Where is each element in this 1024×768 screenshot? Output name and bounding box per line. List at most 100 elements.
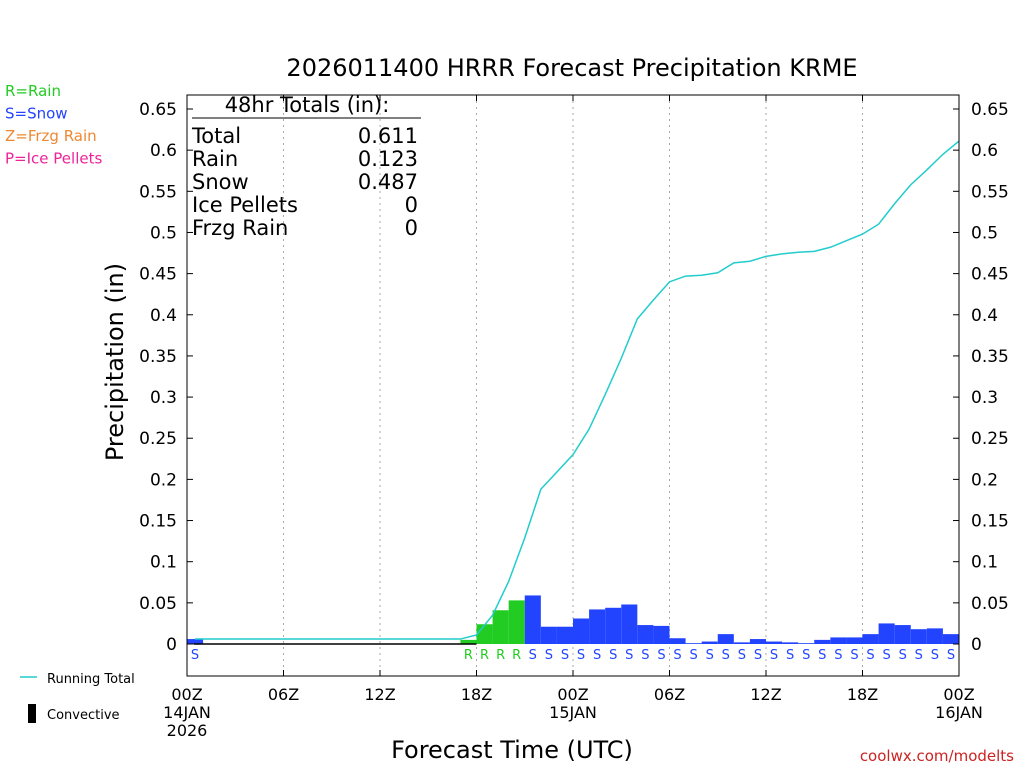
precip-type-label-21: S [529,648,537,663]
totals-row-label-2: Snow [192,170,249,194]
totals-row-value-3: 0 [405,193,418,217]
y-tick-label-right-5: 0.25 [971,429,1009,449]
precip-type-label-38: S [802,648,810,663]
y-tick-label-left-6: 0.3 [150,388,177,408]
precip-bar-40 [830,637,847,644]
precip-bar-33 [717,634,734,644]
y-tick-label-right-8: 0.4 [971,306,998,326]
x-tick-label-5-0: 06Z [654,685,685,704]
precip-bar-34 [733,642,750,644]
x-tick-label-7-0: 18Z [847,685,878,704]
x-tick-label-6-0: 12Z [750,685,781,704]
precip-bar-29 [653,625,670,644]
legend-type-0: R=Rain [5,82,61,100]
precip-type-label-18: R [480,648,489,663]
precip-bar-38 [798,643,815,644]
precip-type-label-39: S [818,648,826,663]
y-tick-label-right-12: 0.6 [971,141,998,161]
legend-convective-label: Convective [47,708,120,723]
precip-type-label-32: S [706,648,714,663]
precip-type-label-35: S [754,648,762,663]
totals-box: 48hr Totals (in): Total 0.611 Rain 0.123 Snow… [191,93,421,240]
precip-type-label-17: R [464,648,473,663]
y-tick-label-right-4: 0.2 [971,470,998,490]
totals-row-value-0: 0.611 [358,124,418,148]
y-tick-label-left-7: 0.35 [139,347,177,367]
precip-type-label-44: S [899,648,907,663]
precip-type-label-26: S [609,648,617,663]
precip-type-label-34: S [738,648,746,663]
y-tick-label-right-2: 0.1 [971,553,998,573]
legend-type-3: P=Ice Pellets [5,150,102,168]
precip-type-label-42: S [866,648,874,663]
y-tick-label-left-4: 0.2 [150,470,177,490]
precip-bar-43 [878,623,895,644]
precip-type-label-47: S [947,648,955,663]
precip-bar-25 [589,609,606,644]
x-tick-label-0-2: 2026 [167,721,208,740]
legend-running-total-label: Running Total [47,672,135,687]
y-tick-label-left-1: 0.05 [139,594,177,614]
precip-type-label-46: S [931,648,939,663]
y-tick-label-right-7: 0.35 [971,347,1009,367]
x-tick-label-4-1: 15JAN [549,703,597,722]
precip-bar-35 [749,639,766,644]
precip-bar-47 [942,634,959,644]
y-tick-label-left-9: 0.45 [139,265,177,285]
y-tick-label-left-13: 0.65 [139,100,177,120]
x-tick-label-3-0: 18Z [461,685,492,704]
precip-type-label-19: R [496,648,505,663]
totals-header: 48hr Totals (in): [225,93,390,117]
precip-bar-46 [926,628,943,644]
precip-bar-0 [187,639,204,644]
precip-bar-44 [894,625,911,644]
precip-bar-26 [605,607,622,644]
x-tick-label-4-0: 00Z [557,685,588,704]
precip-bar-41 [846,637,863,644]
y-tick-label-left-11: 0.55 [139,182,177,202]
totals-row-label-0: Total [191,124,241,148]
totals-row-value-1: 0.123 [358,147,418,171]
precip-type-label-30: S [673,648,681,663]
totals-row-label-3: Ice Pellets [192,193,298,217]
precip-type-label-37: S [786,648,794,663]
precip-type-label-22: S [545,648,553,663]
x-tick-label-0-0: 00Z [171,685,202,704]
precip-type-label-45: S [915,648,923,663]
precip-type-label-24: S [577,648,585,663]
precip-bar-22 [540,626,557,644]
precip-type-label-25: S [593,648,601,663]
precip-bar-32 [701,641,718,644]
y-tick-label-right-0: 0 [971,635,982,655]
precip-bar-23 [556,626,573,644]
precip-bar-36 [766,641,783,644]
y-tick-label-right-9: 0.45 [971,265,1009,285]
precip-bar-42 [862,634,879,644]
grid-lines [283,95,863,676]
running-total-series [195,140,960,640]
running-total-line [195,140,960,640]
chart-title: 2026011400 HRRR Forecast Precipitation K… [286,54,857,82]
y-tick-label-left-10: 0.5 [150,223,177,243]
y-tick-label-right-13: 0.65 [971,100,1009,120]
precip-bar-27 [621,604,638,644]
y-tick-label-left-12: 0.6 [150,141,177,161]
legend: R=Rain S=Snow Z=Frzg Rain P=Ice Pellets Runn… [5,82,135,723]
precip-bar-39 [814,639,831,644]
axes: 0 00.05 0.050.1 0.10.15 0.150.2 0.20.25 0.250.… [139,94,1009,740]
precip-type-label-28: S [641,648,649,663]
y-tick-label-right-11: 0.55 [971,182,1009,202]
precip-bar-19 [492,610,509,644]
precip-bar-24 [573,618,590,644]
legend-type-2: Z=Frzg Rain [5,127,97,145]
precip-bar-21 [524,595,541,644]
y-tick-label-left-0: 0 [166,635,177,655]
y-tick-label-left-2: 0.1 [150,553,177,573]
x-axis-label: Forecast Time (UTC) [391,736,633,764]
totals-row-value-2: 0.487 [358,170,418,194]
precip-type-label-33: S [722,648,730,663]
y-tick-label-left-8: 0.4 [150,306,177,326]
y-tick-label-left-3: 0.15 [139,512,177,532]
